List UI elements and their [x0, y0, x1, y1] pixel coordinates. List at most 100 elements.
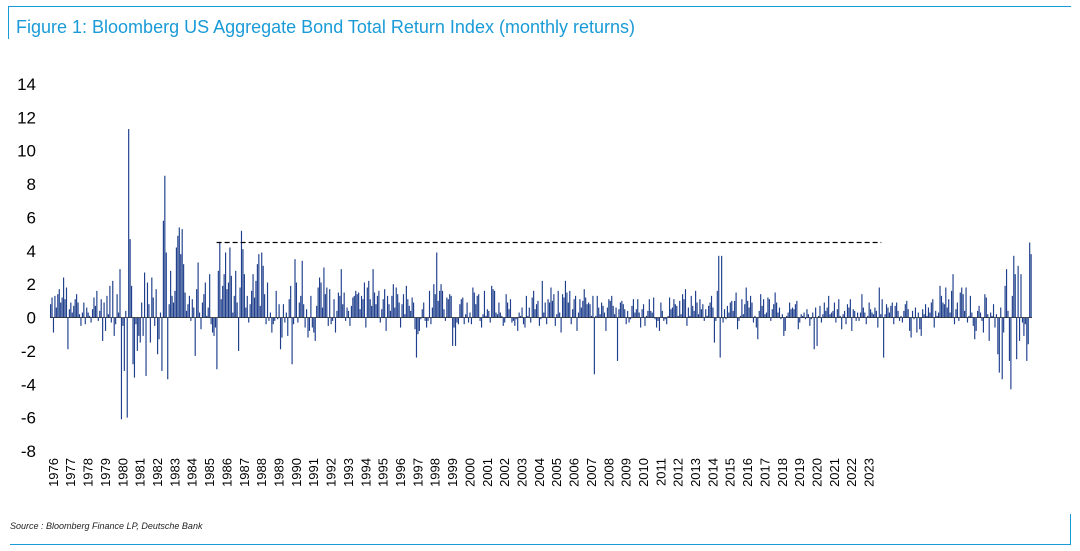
bar [783, 317, 785, 336]
bar [230, 275, 232, 318]
bar [997, 317, 999, 355]
bar [501, 315, 503, 318]
bar [65, 287, 68, 318]
bar [326, 287, 328, 318]
bar [295, 282, 298, 318]
bar [106, 295, 108, 318]
bar [373, 292, 376, 318]
bar [63, 277, 65, 318]
bar [158, 317, 160, 340]
bar [559, 312, 561, 318]
bar [596, 295, 598, 318]
bar [661, 310, 663, 318]
bar [564, 280, 567, 318]
bar [884, 314, 886, 318]
x-tick-label: 1993 [341, 458, 356, 487]
x-tick-label: 2013 [688, 458, 703, 487]
source-note: Source : Bloomberg Finance LP, Deutsche … [10, 521, 203, 531]
bar [975, 317, 977, 331]
bar [702, 304, 704, 318]
bar [190, 317, 192, 321]
bar [148, 304, 150, 318]
bar [386, 295, 389, 318]
bar [874, 307, 876, 318]
bar [629, 317, 632, 320]
bar [650, 310, 652, 318]
bar [460, 299, 462, 318]
bar [533, 290, 535, 318]
bar [259, 305, 261, 318]
bar [478, 294, 480, 318]
bar [146, 282, 149, 318]
x-tick-label: 2016 [740, 458, 755, 487]
bar [201, 302, 204, 318]
bar [524, 317, 526, 328]
bar [797, 317, 799, 330]
x-tick-label: 1977 [63, 458, 78, 487]
bar [130, 285, 133, 318]
bar [755, 317, 757, 328]
bar [291, 317, 293, 365]
x-tick-label: 2010 [636, 458, 651, 487]
bar [807, 314, 809, 318]
bar [272, 317, 274, 325]
bar [459, 304, 461, 318]
bar [946, 307, 948, 318]
bar [512, 317, 514, 321]
bar [984, 294, 986, 318]
bar [926, 315, 928, 318]
bar [290, 285, 292, 318]
x-tick-label: 1995 [376, 458, 391, 487]
bar [120, 317, 123, 420]
title-frame [8, 6, 1071, 39]
bar [144, 272, 146, 318]
bar [872, 314, 875, 318]
bar [1018, 317, 1021, 341]
bar [622, 304, 624, 318]
bar [73, 305, 75, 318]
bar [480, 317, 483, 328]
x-tick-label: 2019 [792, 458, 807, 487]
bar [900, 315, 902, 318]
bar [716, 290, 718, 318]
bar [528, 307, 530, 318]
bar [240, 230, 243, 318]
bar [292, 317, 295, 325]
bar [220, 299, 222, 318]
bar [585, 297, 587, 318]
bar [878, 287, 880, 318]
bar [1008, 317, 1011, 361]
bar [392, 284, 394, 318]
y-tick-label: -4 [21, 375, 36, 394]
bar [177, 235, 179, 318]
bar [376, 295, 379, 318]
bar [812, 312, 814, 318]
bar [940, 295, 943, 318]
bar [55, 307, 57, 318]
bar [781, 314, 783, 318]
bar [355, 290, 357, 318]
x-tick-label: 2011 [653, 458, 668, 486]
bar [719, 317, 721, 358]
bar [463, 317, 465, 325]
bar [682, 294, 684, 318]
bar [103, 302, 105, 318]
bar [300, 295, 302, 318]
bar [206, 315, 208, 318]
bar [310, 295, 312, 318]
bar [452, 317, 454, 346]
bar [881, 299, 883, 318]
bar [991, 315, 993, 318]
bar [227, 282, 230, 318]
bar [631, 305, 633, 318]
bar [371, 305, 373, 318]
bar [748, 307, 750, 318]
bar [752, 317, 755, 323]
bar [816, 317, 818, 346]
bar [269, 312, 271, 318]
bar [965, 287, 967, 318]
bar [358, 292, 360, 318]
bar [89, 315, 91, 318]
bar [546, 317, 548, 325]
